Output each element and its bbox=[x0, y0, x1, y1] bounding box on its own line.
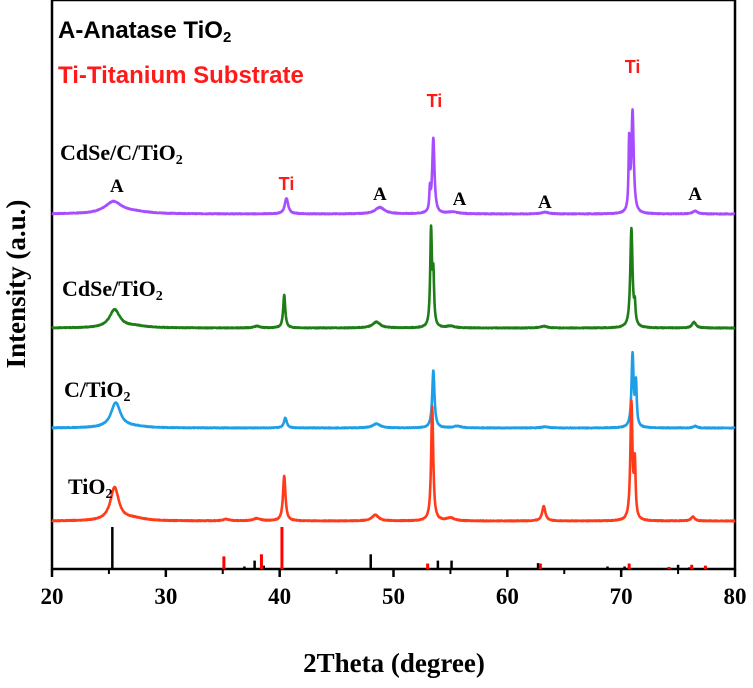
legend: A-Anatase TiO2 Ti-Titanium Substrate bbox=[58, 17, 304, 89]
peak-label-titanium: Ti bbox=[279, 174, 295, 194]
peak-label-anatase: A bbox=[538, 192, 552, 213]
series-label-text: TiO bbox=[68, 474, 106, 499]
peak-label-anatase: A bbox=[110, 176, 124, 197]
series-label-subscript: 2 bbox=[124, 390, 131, 405]
legend-anatase-text: A-Anatase TiO bbox=[58, 17, 223, 44]
series-labels: CdSe/C/TiO2 CdSe/TiO2 C/TiO2 TiO2 bbox=[60, 140, 183, 502]
x-tick-label: 40 bbox=[268, 584, 291, 609]
x-tick-label: 50 bbox=[382, 584, 405, 609]
series-label-text: C/TiO bbox=[64, 377, 124, 402]
series-label-cdse-tio2: CdSe/TiO2 bbox=[62, 276, 163, 304]
series-label-text: CdSe/TiO bbox=[62, 276, 156, 301]
x-tick-label: 60 bbox=[496, 584, 519, 609]
legend-anatase: A-Anatase TiO2 bbox=[58, 17, 231, 46]
legend-titanium: Ti-Titanium Substrate bbox=[58, 62, 304, 89]
series-label-cdse-c-tio2: CdSe/C/TiO2 bbox=[60, 140, 183, 168]
series-label-subscript: 2 bbox=[156, 289, 163, 304]
x-tick-label: 80 bbox=[724, 584, 747, 609]
x-tick-label: 20 bbox=[41, 584, 64, 609]
series-line-2 bbox=[50, 350, 736, 430]
series-line-0 bbox=[50, 108, 736, 216]
reference-pattern bbox=[111, 527, 707, 569]
peak-label-anatase: A bbox=[373, 184, 387, 205]
peak-label-titanium: Ti bbox=[427, 91, 443, 111]
x-axis: 20 30 40 50 60 70 80 bbox=[41, 569, 747, 609]
legend-anatase-subscript: 2 bbox=[223, 29, 231, 46]
series-label-c-tio2: C/TiO2 bbox=[64, 377, 131, 405]
series-group bbox=[50, 108, 736, 523]
x-tick-label: 70 bbox=[610, 584, 633, 609]
y-axis-title: Intensity (a.u.) bbox=[1, 200, 31, 369]
peak-label-anatase: A bbox=[453, 189, 467, 210]
x-axis-title: 2Theta (degree) bbox=[303, 648, 485, 678]
series-label-text: CdSe/C/TiO bbox=[60, 140, 176, 165]
series-label-subscript: 2 bbox=[106, 487, 113, 502]
peak-label-anatase: A bbox=[688, 184, 702, 205]
series-line-3 bbox=[50, 399, 736, 523]
series-line-1 bbox=[50, 224, 736, 330]
peak-annotations: A Ti A Ti A A Ti A bbox=[110, 57, 702, 213]
x-tick-label: 30 bbox=[154, 584, 177, 609]
series-label-tio2: TiO2 bbox=[68, 474, 113, 502]
series-label-subscript: 2 bbox=[176, 153, 183, 168]
peak-label-titanium: Ti bbox=[625, 57, 641, 77]
